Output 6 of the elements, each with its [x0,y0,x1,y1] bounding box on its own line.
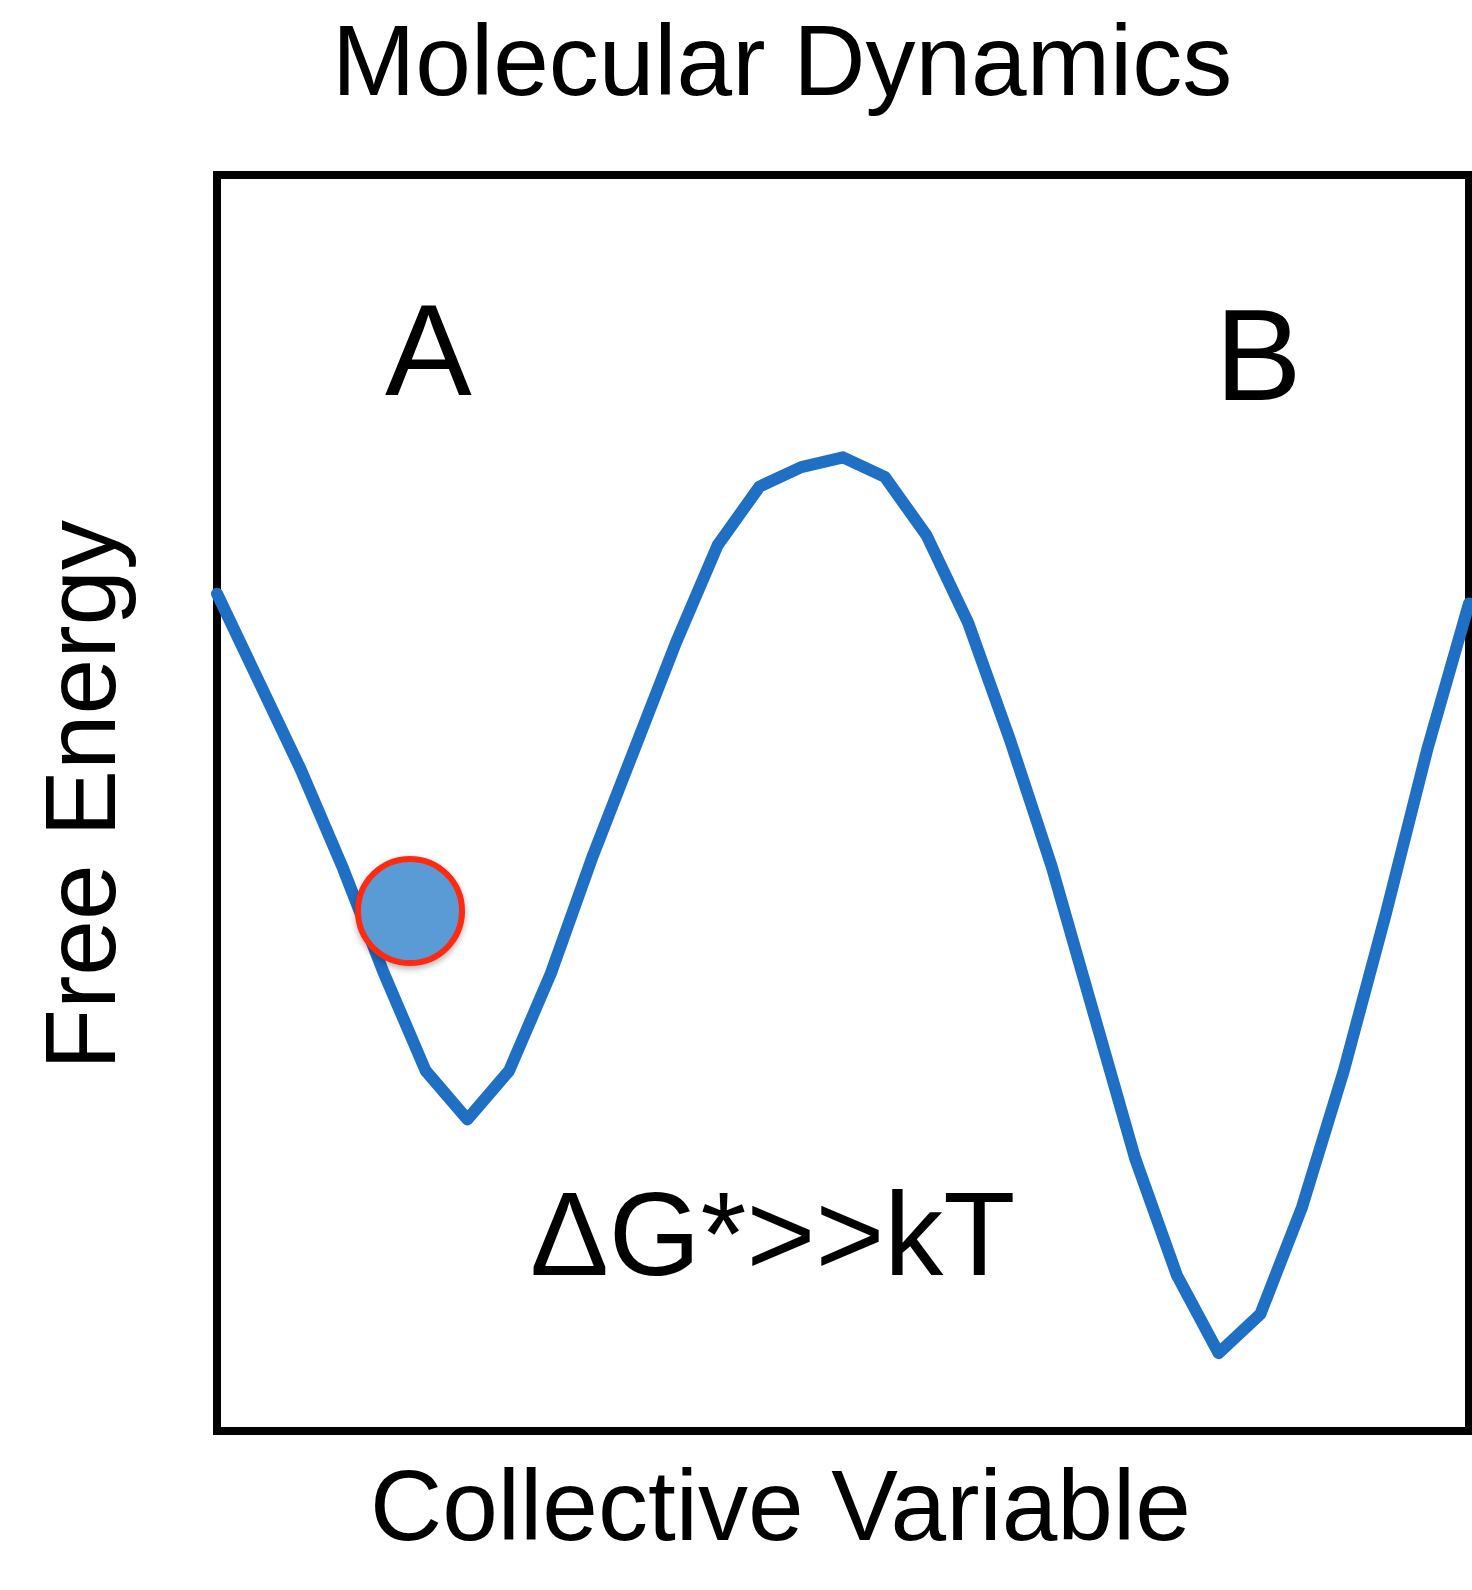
y-axis-title: Free Energy [24,519,136,1071]
text: A [385,277,472,423]
x-axis-title: Collective Variable [370,1449,1191,1561]
text: B [1215,282,1302,428]
chart-title: Molecular Dynamics [332,4,1233,116]
annotation: ΔG*>>kT [530,1168,1016,1300]
